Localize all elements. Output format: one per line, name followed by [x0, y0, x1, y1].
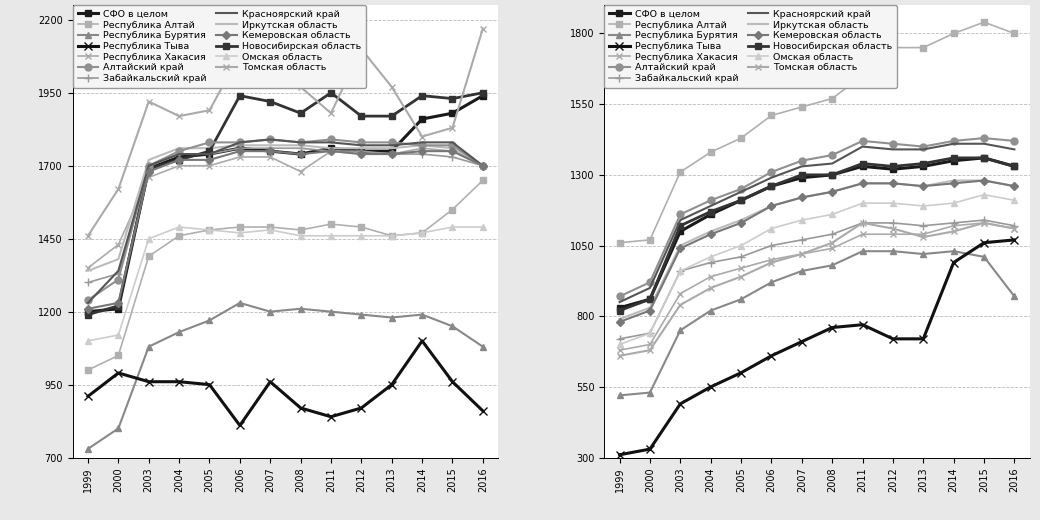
Legend: СФО в целом, Республика Алтай, Республика Бурятия, Республика Тыва, Республика Х: СФО в целом, Республика Алтай, Республик…	[604, 5, 898, 88]
Legend: СФО в целом, Республика Алтай, Республика Бурятия, Республика Тыва, Республика Х: СФО в целом, Республика Алтай, Республик…	[73, 5, 366, 88]
